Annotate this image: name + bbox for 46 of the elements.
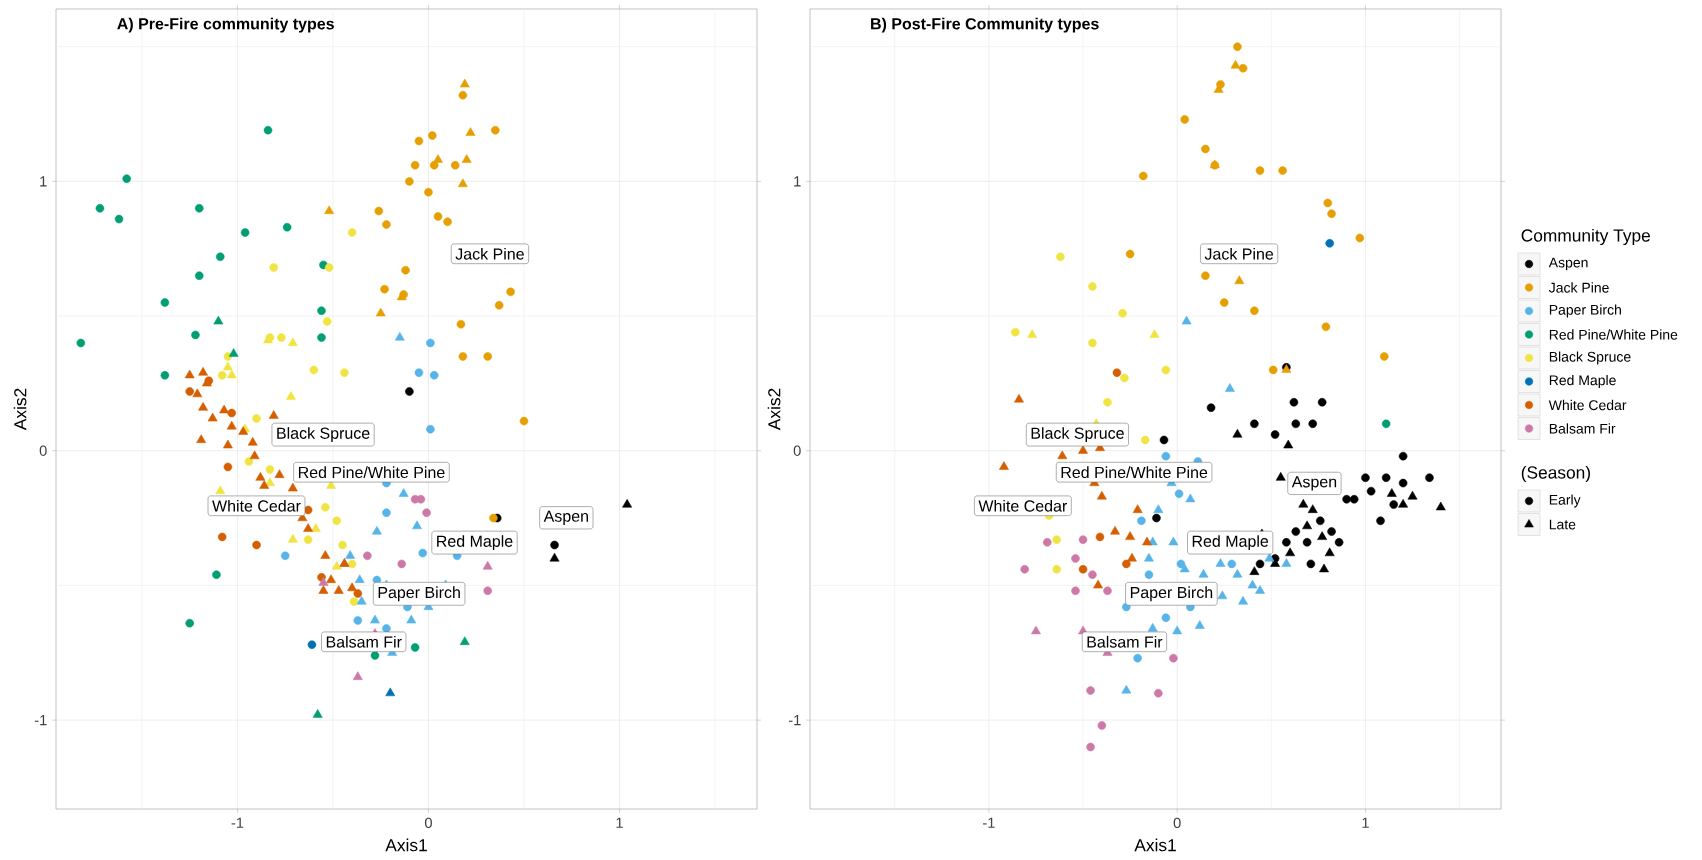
annotation: Red Maple: [437, 535, 513, 551]
y-tick-label: -1: [788, 715, 801, 726]
annotation: White Cedar: [978, 499, 1068, 512]
x-axis-title: Axis1: [1134, 838, 1176, 852]
legend-label: White Cedar: [1548, 399, 1627, 411]
annotation: Black Spruce: [277, 427, 370, 443]
x-axis-title: Axis1: [385, 838, 427, 852]
legend-label: Balsam Fir: [1549, 423, 1616, 434]
annotation: Balsam Fir: [1087, 635, 1163, 648]
text: Early: [1549, 494, 1581, 508]
annotation: Red Pine/White Pine: [1061, 466, 1208, 479]
y-tick-label: -1: [34, 715, 47, 726]
x-tick-label: -1: [983, 817, 995, 828]
annotation: Aspen: [543, 510, 588, 525]
text: (Season): [1521, 465, 1590, 483]
legend-label: Paper Birch: [1549, 304, 1621, 318]
annotation: White Cedar: [212, 499, 301, 512]
legend-label: Red Pine/White Pine: [1549, 329, 1678, 340]
x-tick-label: 0: [424, 817, 432, 829]
text: Late: [1549, 519, 1576, 530]
legend-label: Red Maple: [1549, 374, 1616, 389]
text: B) Post-Fire Community types: [871, 17, 1099, 33]
legend-label: Aspen: [1548, 257, 1588, 271]
y-tick-label: 0: [793, 445, 801, 456]
x-tick-label: 1: [616, 817, 623, 828]
annotation: Red Pine/White Pine: [298, 466, 445, 479]
x-tick-label: 0: [1173, 817, 1181, 829]
annotation: Jack Pine: [1204, 247, 1274, 260]
annotation: Paper Birch: [378, 586, 460, 602]
annotation: Jack Pine: [455, 247, 524, 260]
y-tick-label: 0: [39, 445, 47, 456]
text: A) Pre-Fire community types: [117, 17, 334, 33]
annotation: Red Maple: [1192, 535, 1269, 551]
annotation: Black Spruce: [1031, 427, 1124, 443]
x-tick-label: 1: [1362, 817, 1369, 828]
annotation: Balsam Fir: [326, 635, 402, 648]
y-axis-title: Axis2: [13, 388, 27, 431]
annotation: Aspen: [1291, 476, 1337, 491]
legend-label: Black Spruce: [1549, 351, 1631, 365]
legend-title: Community Type: [1521, 228, 1650, 246]
x-tick-label: -1: [231, 817, 244, 828]
y-tick-label: 1: [40, 176, 47, 187]
y-tick-label: 1: [794, 176, 801, 187]
y-axis-title: Axis2: [767, 388, 781, 431]
annotation: Paper Birch: [1130, 586, 1213, 602]
legend-label: Jack Pine: [1548, 282, 1609, 293]
